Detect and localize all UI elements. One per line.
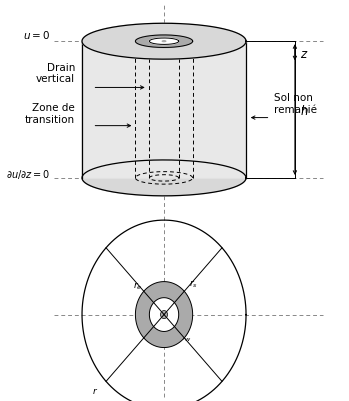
Polygon shape <box>82 24 246 60</box>
Polygon shape <box>82 42 246 178</box>
Polygon shape <box>135 282 193 348</box>
Text: Zone de
transition: Zone de transition <box>25 103 75 124</box>
Text: $h$: $h$ <box>300 103 309 117</box>
Text: $r$: $r$ <box>91 385 98 395</box>
Text: $\partial u/\partial z = 0$: $\partial u/\partial z = 0$ <box>7 167 51 180</box>
Text: $r_e$: $r_e$ <box>133 280 142 291</box>
Text: $z$: $z$ <box>300 48 309 61</box>
Polygon shape <box>149 298 179 332</box>
Polygon shape <box>82 160 246 196</box>
Text: Drain
vertical: Drain vertical <box>36 63 75 84</box>
Polygon shape <box>149 39 179 45</box>
Text: $r_w$: $r_w$ <box>181 331 192 343</box>
Text: Sol non
remanié: Sol non remanié <box>274 93 317 114</box>
Polygon shape <box>135 36 193 49</box>
Text: $r_s$: $r_s$ <box>190 278 198 290</box>
Polygon shape <box>162 42 166 43</box>
Text: $u = 0$: $u = 0$ <box>23 29 51 41</box>
Polygon shape <box>161 311 168 319</box>
